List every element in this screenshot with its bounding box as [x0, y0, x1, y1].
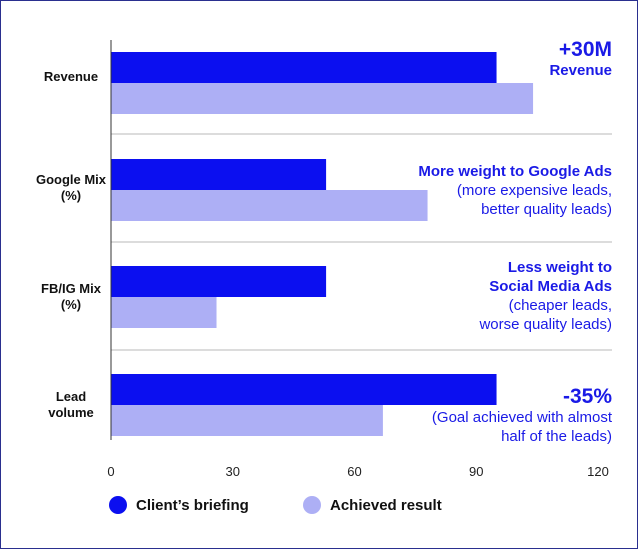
bar-briefing-fbig-mix: [111, 266, 327, 297]
annotation-google-sub1: (more expensive leads,: [456, 182, 612, 199]
bar-result-lead-volume: [111, 405, 383, 436]
category-label-fbig-mix: FB/IG Mix (%): [41, 281, 101, 312]
annotation-social-title2: Social Media Ads: [489, 278, 612, 295]
annotation-google-sub2: better quality leads): [481, 201, 612, 218]
bar-briefing-revenue: [111, 52, 497, 83]
legend-label-briefing: Client’s briefing: [136, 496, 249, 514]
annotation-google: More weight to Google Ads (more expensiv…: [418, 162, 612, 219]
legend-swatch-result: [303, 496, 321, 514]
annotation-social: Less weight to Social Media Ads (cheaper…: [479, 258, 612, 334]
x-tick-label-120: 120: [587, 464, 609, 479]
x-tick-label-0: 0: [107, 464, 114, 479]
annotation-lead-volume: -35% (Goal achieved with almost half of …: [432, 385, 612, 446]
annotation-lead-sub2: half of the leads): [501, 428, 612, 445]
bar-result-revenue: [111, 83, 534, 114]
annotation-social-title1: Less weight to: [507, 259, 612, 276]
legend-label-result: Achieved result: [330, 496, 442, 514]
legend-item-briefing: Client’s briefing: [109, 496, 249, 514]
bar-briefing-lead-volume: [111, 374, 497, 405]
category-label-lead-volume: Lead volume: [48, 389, 94, 420]
annotation-lead-value: -35%: [562, 385, 612, 408]
annotation-social-sub1: (cheaper leads,: [508, 297, 612, 314]
category-label-revenue: Revenue: [43, 69, 99, 84]
bar-briefing-google-mix: [111, 159, 327, 190]
legend-item-result: Achieved result: [303, 496, 442, 514]
annotation-revenue-value: +30M: [558, 38, 612, 61]
bar-result-fbig-mix: [111, 297, 217, 328]
annotation-revenue-label: Revenue: [549, 62, 612, 79]
category-label-google-mix: Google Mix (%): [35, 172, 107, 203]
legend-swatch-briefing: [109, 496, 127, 514]
annotation-google-title: More weight to Google Ads: [418, 163, 612, 180]
bar-result-google-mix: [111, 190, 428, 221]
annotation-social-sub2: worse quality leads): [479, 316, 612, 333]
annotation-revenue: +30M Revenue: [549, 38, 612, 80]
x-tick-label-60: 60: [347, 464, 361, 479]
x-tick-label-90: 90: [469, 464, 483, 479]
x-tick-label-30: 30: [226, 464, 240, 479]
annotation-lead-sub1: (Goal achieved with almost: [431, 409, 612, 426]
